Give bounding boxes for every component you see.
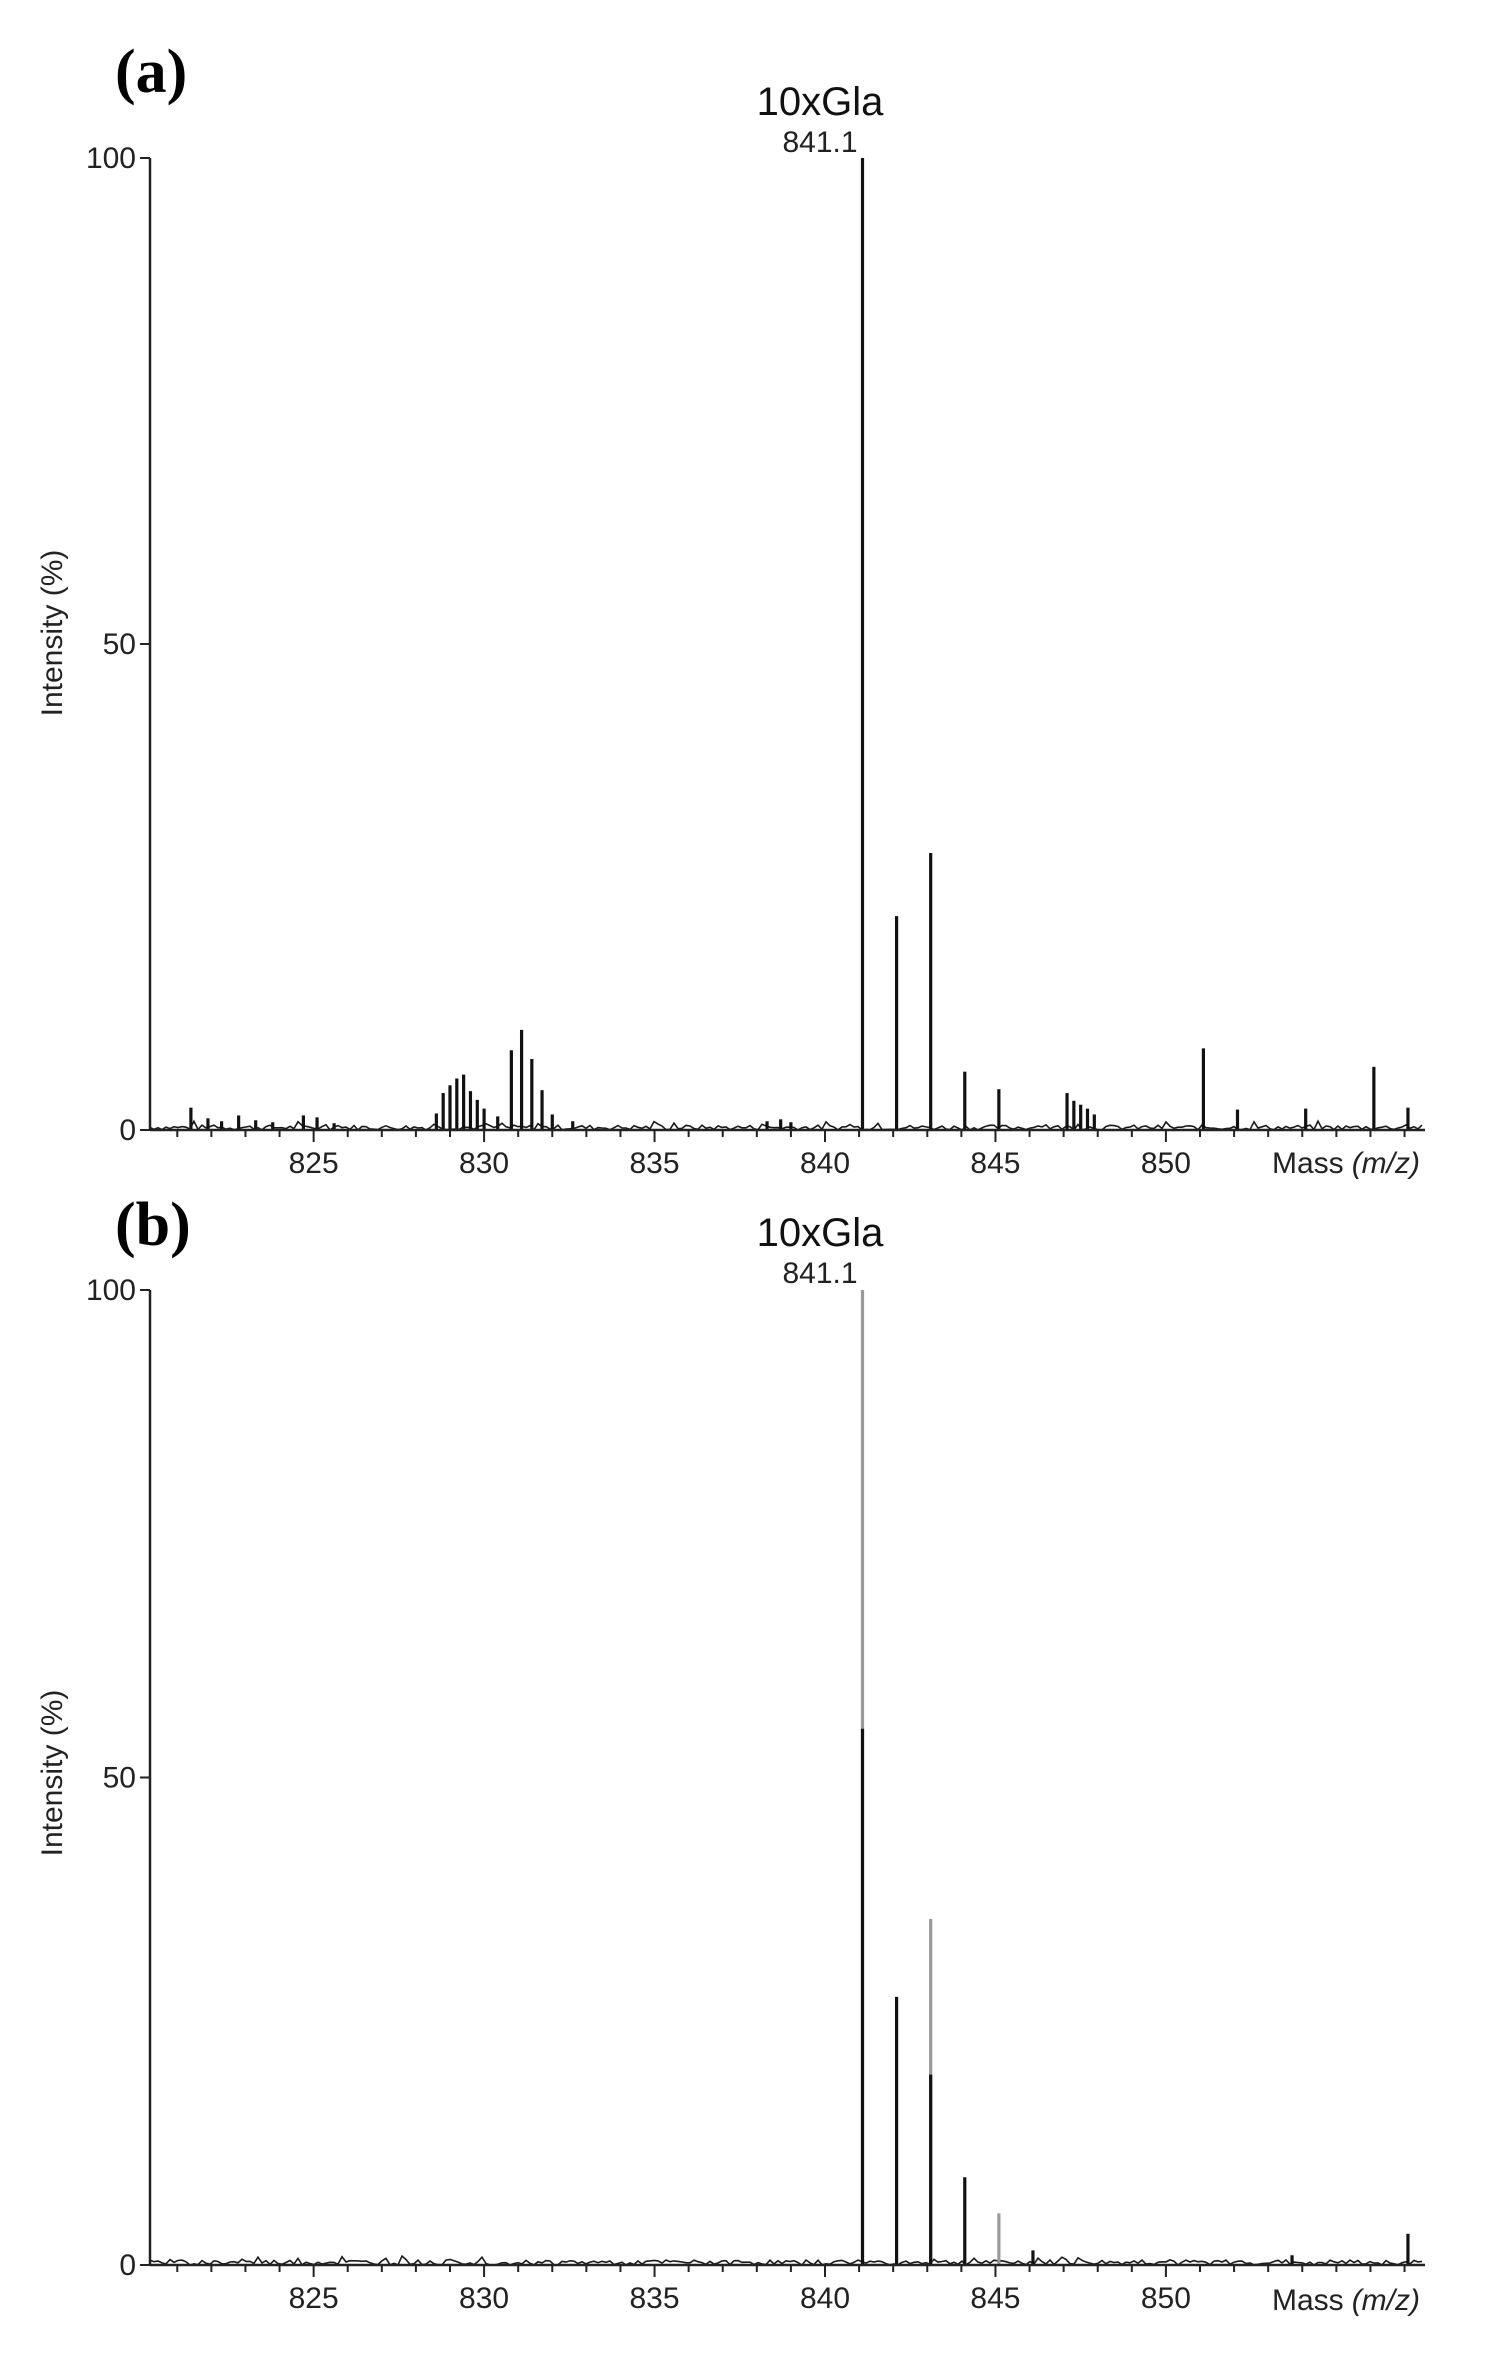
axes-b: 0 50 100 825 830 835 840 845 850 — [86, 1274, 1425, 2315]
panel-label-a: (a) — [115, 38, 187, 106]
x-axis-label-text-b: Mass — [1272, 2284, 1344, 2317]
x-tick-label-b-4: 845 — [970, 2282, 1020, 2315]
baseline-trace-a — [149, 1119, 1423, 1132]
x-tick-label-a-5: 850 — [1141, 1147, 1191, 1180]
x-axis-label-a: Mass (m/z) — [1272, 1147, 1420, 1180]
x-tick-label-a-0: 825 — [289, 1147, 339, 1180]
x-axis-label-b: Mass (m/z) — [1272, 2284, 1420, 2317]
peak-label-b: 841.1 — [782, 1257, 857, 1290]
baseline-trace-b — [149, 2254, 1423, 2267]
baseline-noise-a — [149, 1119, 1423, 1132]
spectrum-panel-b: (b) 10xGla 841.1 0 50 100 825 830 835 840 845 85… — [36, 1191, 1425, 2317]
x-tick-label-b-3: 840 — [800, 2282, 850, 2315]
x-tick-label-b-2: 835 — [630, 2282, 680, 2315]
y-tick-label-a-1: 50 — [103, 628, 136, 661]
x-tick-label-b-0: 825 — [289, 2282, 339, 2315]
y-tick-label-b-0: 0 — [119, 2249, 136, 2282]
y-tick-label-a-0: 0 — [119, 1114, 136, 1147]
peaks-a — [189, 158, 1410, 1130]
y-tick-label-b-1: 50 — [103, 1762, 136, 1795]
y-tick-label-b-2: 100 — [86, 1274, 136, 1307]
peaks-b — [860, 1290, 1410, 2265]
baseline-noise-b — [149, 2254, 1423, 2267]
y-tick-label-a-2: 100 — [86, 142, 136, 175]
x-tick-label-a-3: 840 — [800, 1147, 850, 1180]
x-tick-label-a-1: 830 — [459, 1147, 509, 1180]
x-axis-unit-b: (m/z) — [1352, 2284, 1420, 2317]
x-tick-label-a-2: 835 — [630, 1147, 680, 1180]
chart-title-b: 10xGla — [757, 1211, 884, 1255]
y-axis-label-b: Intensity (%) — [36, 1690, 69, 1857]
axes-a: 0 50 100 825 830 835 840 845 850 — [86, 142, 1425, 1180]
panel-label-b: (b) — [115, 1191, 191, 1259]
spectrum-panel-a: (a) 10xGla 841.1 0 50 100 825 830 835 840 845 85… — [36, 38, 1425, 1180]
x-tick-label-b-1: 830 — [459, 2282, 509, 2315]
chart-title-a: 10xGla — [757, 80, 884, 124]
x-axis-label-text-a: Mass — [1272, 1147, 1344, 1180]
x-tick-label-a-4: 845 — [970, 1147, 1020, 1180]
x-axis-unit-a: (m/z) — [1352, 1147, 1420, 1180]
peak-label-a: 841.1 — [782, 126, 857, 159]
y-axis-label-a: Intensity (%) — [36, 550, 69, 717]
x-tick-label-b-5: 850 — [1141, 2282, 1191, 2315]
